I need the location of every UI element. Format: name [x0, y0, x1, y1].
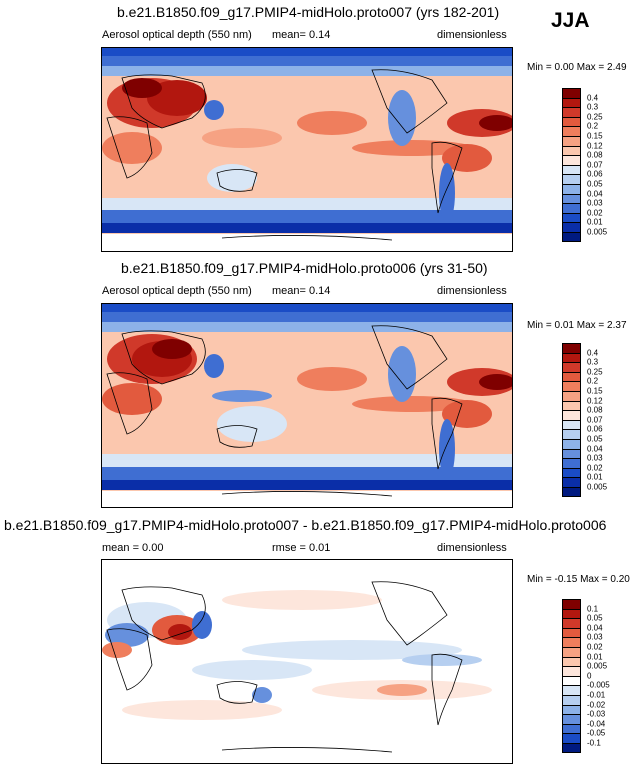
panel-1-minmax: Min = 0.00 Max = 2.49 — [527, 62, 627, 73]
colorbar-tick-label: 0.07 — [587, 160, 603, 170]
panel-2-map — [101, 303, 513, 508]
colorbar-tick-label: -0.01 — [587, 690, 606, 700]
panel-1-mean-label: mean= 0.14 — [272, 29, 331, 41]
colorbar-tick-label: 0.15 — [587, 131, 603, 141]
colorbar-tick-label: 0.3 — [587, 357, 599, 367]
panel-2-mean-label: mean= 0.14 — [272, 285, 331, 297]
colorbar-tick-label: 0.01 — [587, 652, 603, 662]
colorbar-tick-label: -0.05 — [587, 728, 606, 738]
colorbar-tick-label: 0.05 — [587, 434, 603, 444]
colorbar-tick-label: 0.02 — [587, 208, 603, 218]
panel-1-title: b.e21.B1850.f09_g17.PMIP4-midHolo.proto0… — [117, 4, 500, 20]
colorbar-tick-label: 0.03 — [587, 453, 603, 463]
colorbar-tick-label: 0.12 — [587, 396, 603, 406]
panel-3-minmax: Min = -0.15 Max = 0.20 — [527, 574, 630, 585]
colorbar-tick-label: 0.04 — [587, 189, 603, 199]
colorbar-tick-label: 0.03 — [587, 198, 603, 208]
colorbar-tick-label: 0.2 — [587, 376, 599, 386]
colorbar-tick-label: 0.005 — [587, 482, 608, 492]
colorbar-tick-label: -0.005 — [587, 680, 610, 690]
colorbar-tick-label: 0.1 — [587, 604, 599, 614]
season-label: JJA — [551, 9, 590, 32]
colorbar-tick-label: -0.1 — [587, 738, 601, 748]
colorbar-tick-label: -0.04 — [587, 719, 606, 729]
colorbar-tick-label: 0.3 — [587, 102, 599, 112]
colorbar-tick-label: 0.4 — [587, 93, 599, 103]
colorbar-tick-label: 0.02 — [587, 642, 603, 652]
panel-3-rmse-label: rmse = 0.01 — [272, 542, 331, 554]
colorbar-tick-label: 0.04 — [587, 444, 603, 454]
colorbar-tick-label: 0.04 — [587, 623, 603, 633]
panel-3-mean-label: mean = 0.00 — [102, 542, 164, 554]
panel-3-map — [101, 559, 513, 764]
colorbar-tick-label: 0.01 — [587, 217, 603, 227]
panel-1-variable-label: Aerosol optical depth (550 nm) — [102, 29, 252, 41]
colorbar-tick-label: 0.4 — [587, 348, 599, 358]
colorbar-tick-label: 0.06 — [587, 169, 603, 179]
colorbar-tick-label: 0.02 — [587, 463, 603, 473]
panel-2-minmax: Min = 0.01 Max = 2.37 — [527, 320, 627, 331]
colorbar-tick-label: 0.005 — [587, 661, 608, 671]
panel-1-colorbar — [562, 88, 581, 242]
colorbar-tick-label: 0.005 — [587, 227, 608, 237]
colorbar-tick-label: 0.08 — [587, 150, 603, 160]
panel-2-title: b.e21.B1850.f09_g17.PMIP4-midHolo.proto0… — [121, 260, 488, 276]
colorbar-tick-label: 0.05 — [587, 613, 603, 623]
colorbar-tick-label: 0.03 — [587, 632, 603, 642]
colorbar-tick-label: 0.25 — [587, 112, 603, 122]
colorbar-tick-label: 0.06 — [587, 424, 603, 434]
panel-1-map — [101, 47, 513, 252]
colorbar-tick-label: 0.2 — [587, 121, 599, 131]
colorbar-tick-label: 0.08 — [587, 405, 603, 415]
colorbar-tick-label: 0.07 — [587, 415, 603, 425]
panel-2-variable-label: Aerosol optical depth (550 nm) — [102, 285, 252, 297]
colorbar-tick-label: 0.05 — [587, 179, 603, 189]
colorbar-tick-label: 0.12 — [587, 141, 603, 151]
colorbar-tick-label: 0.25 — [587, 367, 603, 377]
colorbar-tick-label: -0.02 — [587, 700, 606, 710]
colorbar-tick-label: 0.01 — [587, 472, 603, 482]
colorbar-tick-label: -0.03 — [587, 709, 606, 719]
panel-3-units-label: dimensionless — [437, 542, 507, 554]
panel-1-units-label: dimensionless — [437, 29, 507, 41]
panel-3-colorbar — [562, 599, 581, 753]
colorbar-tick-label: 0 — [587, 671, 592, 681]
panel-2-units-label: dimensionless — [437, 285, 507, 297]
panel-3-title: b.e21.B1850.f09_g17.PMIP4-midHolo.proto0… — [4, 517, 607, 533]
panel-2-colorbar — [562, 343, 581, 497]
colorbar-tick-label: 0.15 — [587, 386, 603, 396]
